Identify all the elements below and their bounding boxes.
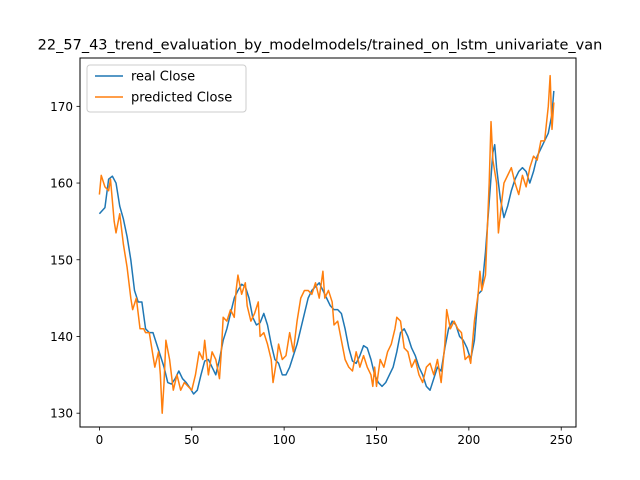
x-tick-label: 150 xyxy=(365,433,388,447)
y-tick-label: 170 xyxy=(50,100,73,114)
series-layer xyxy=(98,74,555,414)
y-tick-label: 140 xyxy=(50,330,73,344)
legend-label-0: real Close xyxy=(131,70,195,85)
y-tick-label: 160 xyxy=(50,177,73,191)
legend-label-1: predicted Close xyxy=(131,91,232,106)
legend: real Close predicted Close xyxy=(86,64,247,113)
x-tick-label: 250 xyxy=(550,433,573,447)
plot-frame xyxy=(79,57,577,428)
y-axis: 130 140 150 160 170 xyxy=(50,100,80,421)
legend-box xyxy=(86,64,247,113)
x-tick-label: 100 xyxy=(273,433,296,447)
chart-title: 22_57_43_trend_evaluation_by_modelmodels… xyxy=(38,38,603,54)
series-line-0 xyxy=(98,90,555,395)
y-tick-label: 150 xyxy=(50,253,73,267)
x-axis: 0 50 100 150 200 250 xyxy=(96,427,573,447)
y-tick-label: 130 xyxy=(50,407,73,421)
x-tick-label: 50 xyxy=(184,433,199,447)
series-line-1 xyxy=(98,74,555,414)
x-tick-label: 200 xyxy=(457,433,480,447)
x-tick-label: 0 xyxy=(96,433,104,447)
